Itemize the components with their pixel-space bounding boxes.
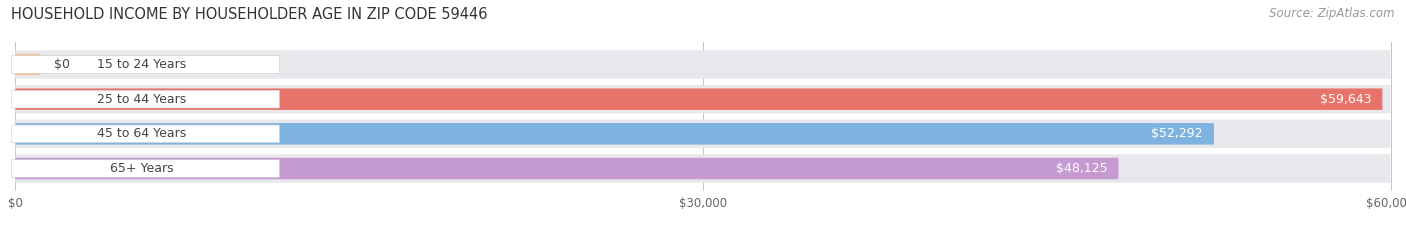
FancyBboxPatch shape (11, 90, 280, 108)
FancyBboxPatch shape (11, 125, 280, 143)
FancyBboxPatch shape (15, 85, 1391, 113)
Text: $48,125: $48,125 (1056, 162, 1108, 175)
Text: 25 to 44 Years: 25 to 44 Years (97, 93, 186, 106)
Text: $52,292: $52,292 (1152, 127, 1204, 140)
FancyBboxPatch shape (11, 160, 280, 177)
Text: Source: ZipAtlas.com: Source: ZipAtlas.com (1270, 7, 1395, 20)
FancyBboxPatch shape (15, 123, 1213, 145)
FancyBboxPatch shape (11, 56, 280, 73)
FancyBboxPatch shape (15, 88, 1382, 110)
FancyBboxPatch shape (15, 158, 1118, 179)
Text: 15 to 24 Years: 15 to 24 Years (97, 58, 186, 71)
FancyBboxPatch shape (15, 50, 1391, 79)
Text: 45 to 64 Years: 45 to 64 Years (97, 127, 186, 140)
FancyBboxPatch shape (15, 120, 1391, 148)
FancyBboxPatch shape (15, 154, 1391, 183)
Text: 65+ Years: 65+ Years (110, 162, 173, 175)
Text: $59,643: $59,643 (1320, 93, 1371, 106)
FancyBboxPatch shape (15, 54, 41, 75)
Text: $0: $0 (53, 58, 70, 71)
Text: HOUSEHOLD INCOME BY HOUSEHOLDER AGE IN ZIP CODE 59446: HOUSEHOLD INCOME BY HOUSEHOLDER AGE IN Z… (11, 7, 488, 22)
